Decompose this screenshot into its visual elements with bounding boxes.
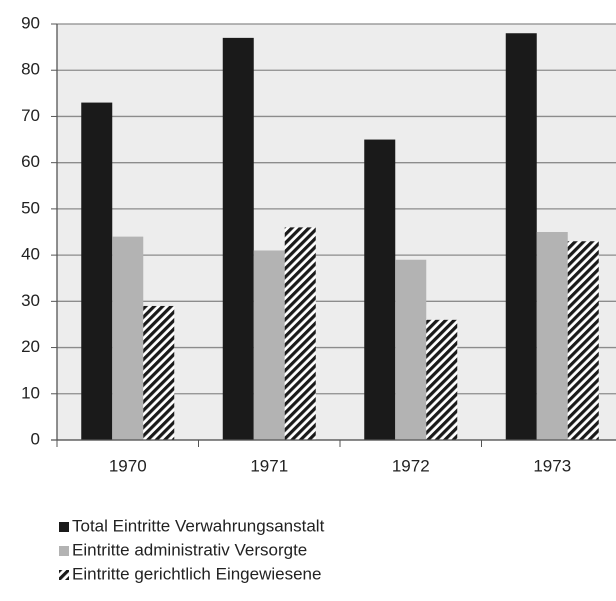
legend-label: Eintritte administrativ Versorgte	[72, 540, 307, 559]
y-tick-label: 40	[21, 245, 40, 264]
x-tick-label: 1972	[392, 456, 430, 475]
y-tick-label: 90	[21, 13, 40, 32]
legend-label: Eintritte gerichtlich Eingewiesene	[72, 564, 321, 583]
bar	[364, 139, 396, 441]
y-tick-label: 20	[21, 337, 40, 356]
bar	[536, 232, 568, 440]
y-tick-label: 0	[31, 429, 40, 448]
y-tick-label: 10	[21, 383, 40, 402]
legend-marker	[59, 570, 69, 580]
bar	[284, 227, 316, 440]
y-tick-label: 70	[21, 106, 40, 125]
x-tick-label: 1970	[109, 456, 147, 475]
bar	[143, 305, 175, 440]
bar	[505, 33, 537, 440]
y-tick-label: 80	[21, 60, 40, 79]
legend-marker	[59, 522, 69, 532]
bar	[81, 102, 113, 441]
legend-label: Total Eintritte Verwahrungsanstalt	[72, 516, 325, 535]
x-tick-label: 1971	[250, 456, 288, 475]
bar	[395, 259, 427, 440]
y-tick-label: 50	[21, 198, 40, 217]
y-tick-label: 30	[21, 291, 40, 310]
bar	[426, 319, 458, 440]
bar	[222, 37, 254, 440]
bar	[567, 241, 599, 440]
y-tick-label: 60	[21, 152, 40, 171]
legend-marker	[59, 546, 69, 556]
x-tick-label: 1973	[533, 456, 571, 475]
bar	[112, 236, 144, 440]
bar	[253, 250, 285, 440]
